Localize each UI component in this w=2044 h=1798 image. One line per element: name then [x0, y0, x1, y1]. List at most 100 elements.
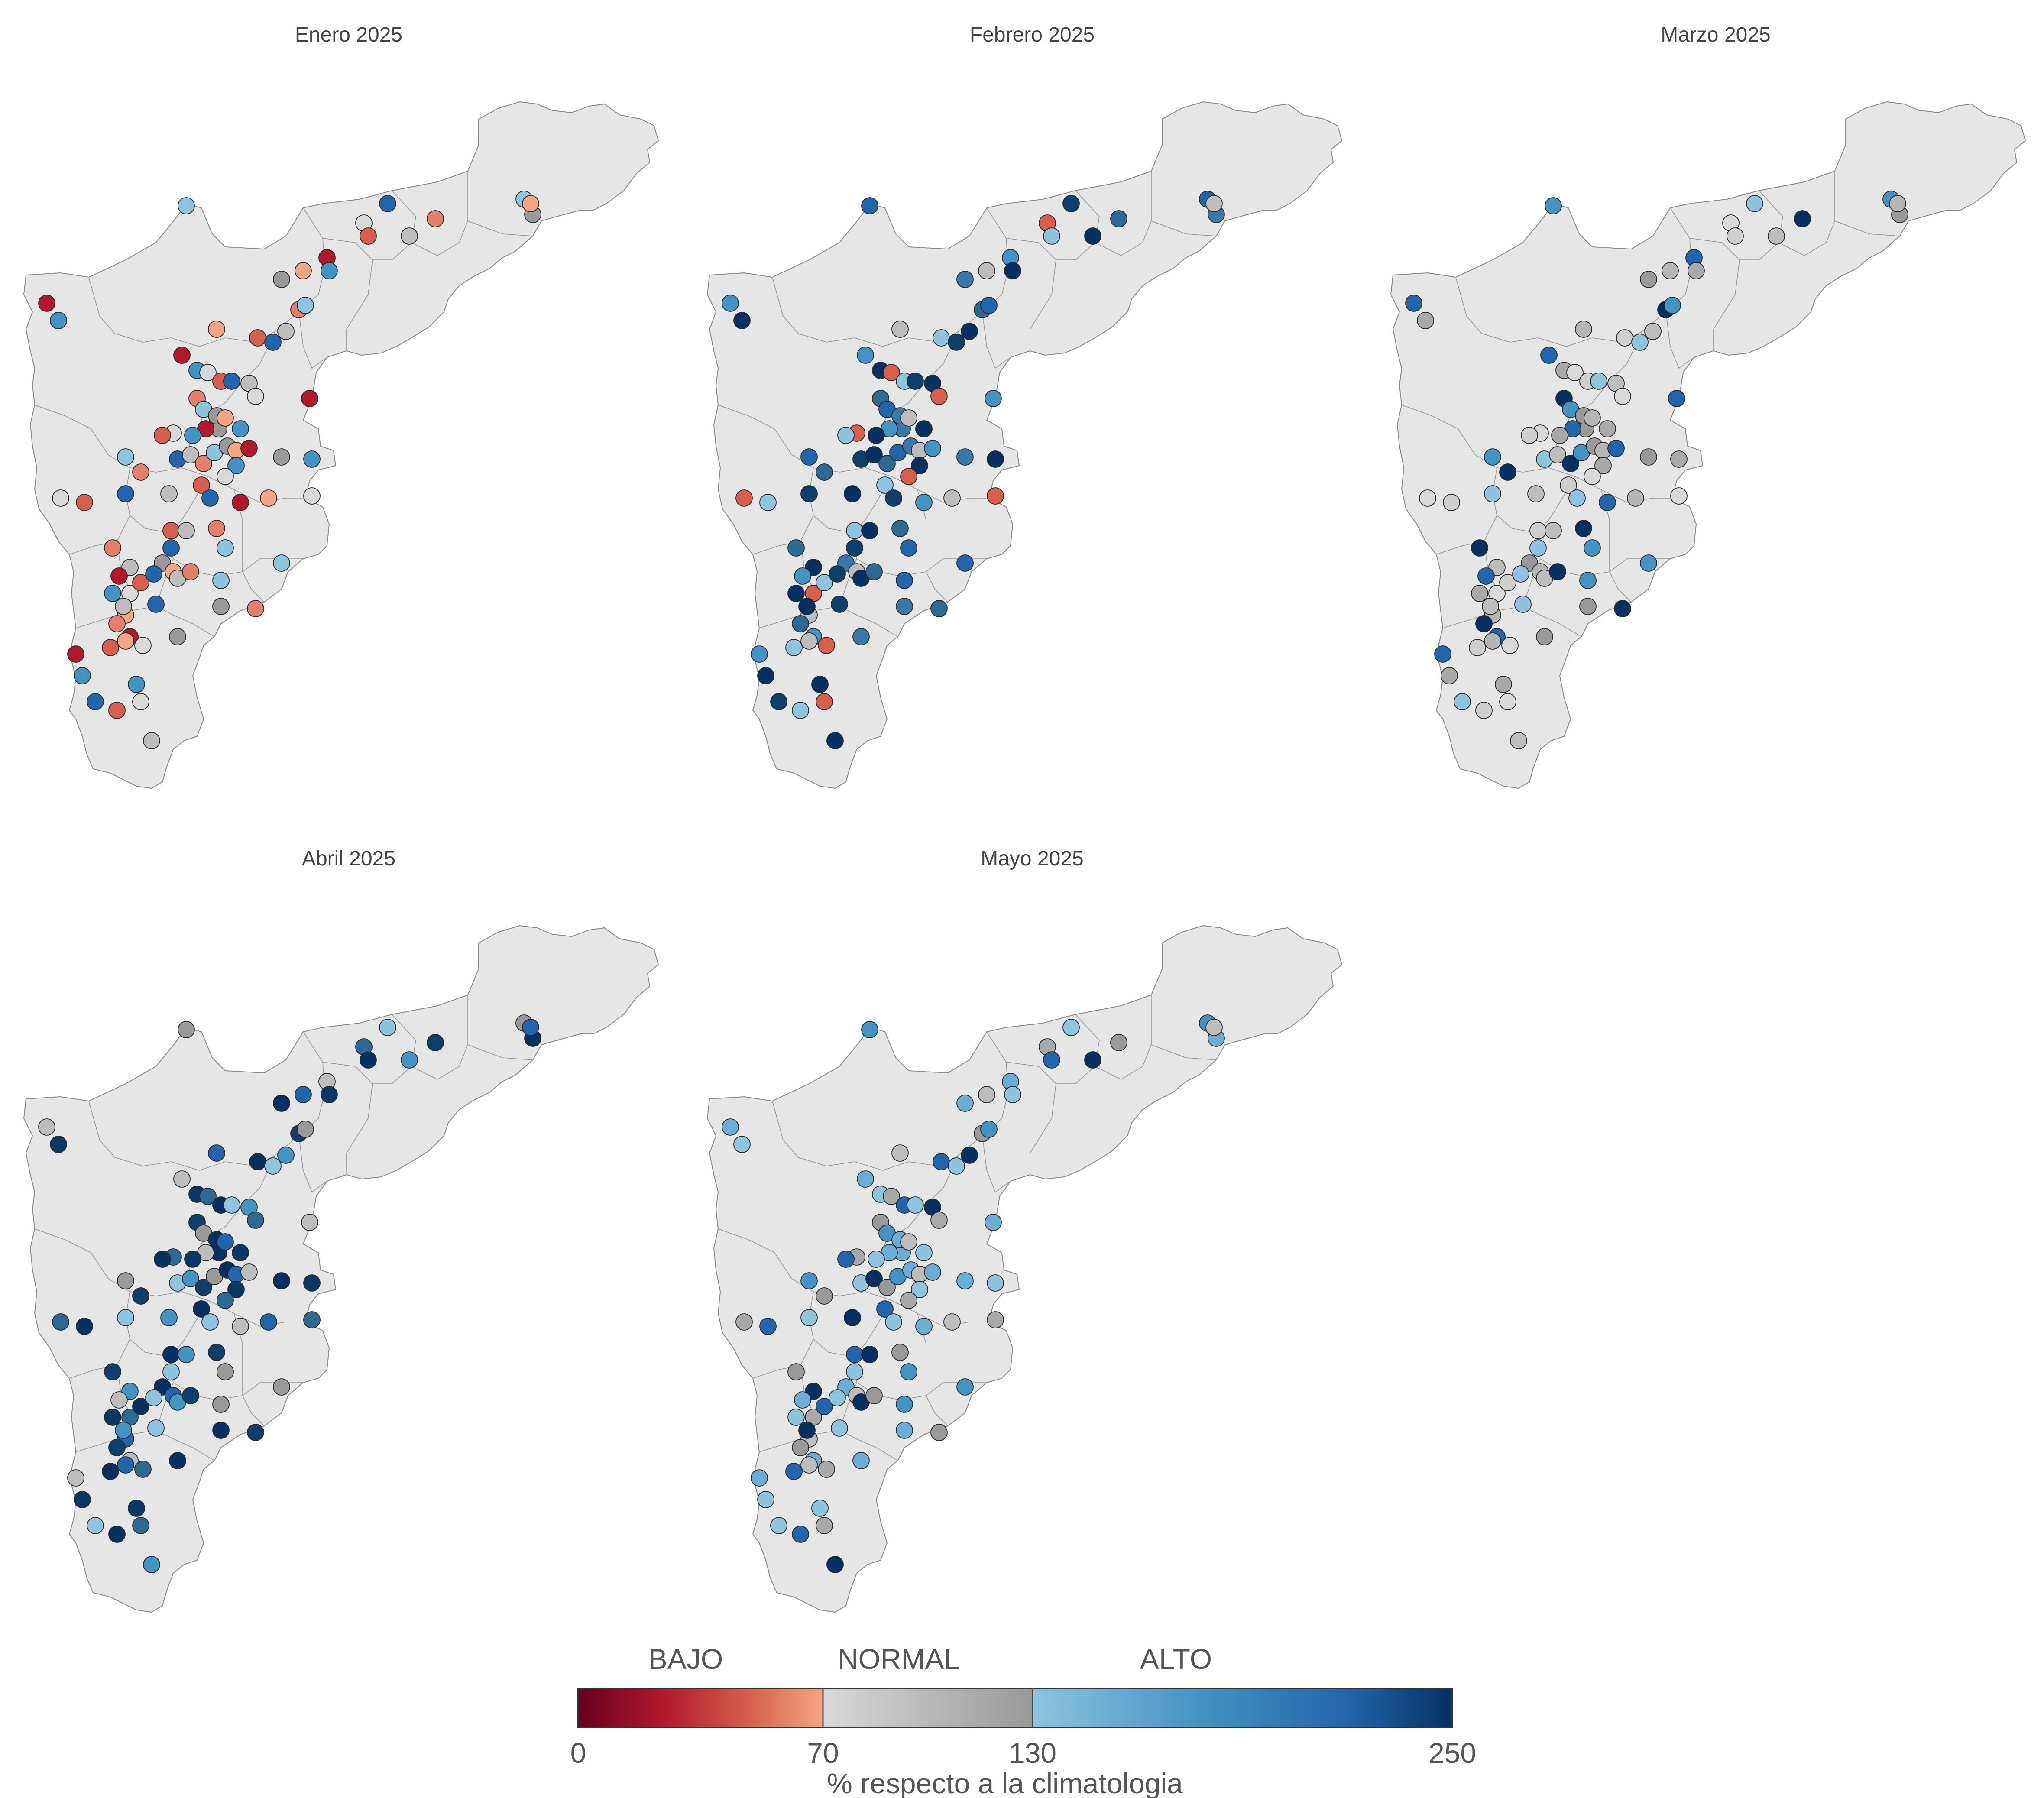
station-marker — [1644, 323, 1662, 340]
station-marker — [896, 598, 913, 615]
station-marker — [846, 1346, 863, 1363]
station-marker — [900, 409, 917, 427]
station-marker — [915, 494, 933, 511]
station-marker — [733, 1136, 751, 1153]
station-marker — [1640, 554, 1657, 572]
station-marker — [1662, 262, 1679, 279]
station-marker — [178, 197, 195, 214]
station-marker — [145, 1389, 162, 1406]
station-marker — [857, 347, 874, 364]
station-marker — [1536, 628, 1553, 645]
station-marker — [900, 468, 917, 485]
station-marker — [201, 489, 219, 507]
station-marker — [273, 1272, 290, 1289]
station-marker — [295, 262, 312, 279]
station-marker — [1768, 227, 1785, 245]
station-marker — [818, 637, 835, 654]
station-marker — [865, 1387, 883, 1404]
station-marker — [1417, 312, 1434, 329]
station-marker — [277, 1147, 295, 1164]
station-marker — [861, 197, 878, 214]
station-marker — [178, 522, 195, 539]
station-marker — [891, 520, 909, 537]
station-marker — [227, 457, 245, 474]
station-marker — [987, 1274, 1004, 1292]
station-marker — [792, 615, 809, 632]
station-marker — [74, 1491, 91, 1508]
station-marker — [162, 1346, 180, 1363]
station-marker — [1475, 615, 1493, 632]
station-marker — [759, 494, 777, 511]
station-marker — [232, 1244, 249, 1261]
station-marker — [1614, 600, 1631, 617]
station-marker — [217, 1363, 234, 1380]
station-marker — [846, 1363, 863, 1380]
station-marker — [273, 554, 290, 572]
station-marker — [321, 262, 338, 279]
station-marker — [733, 312, 751, 329]
station-marker — [985, 390, 1002, 407]
station-marker — [1469, 639, 1486, 656]
station-marker — [1579, 572, 1597, 589]
station-marker — [878, 1279, 896, 1296]
station-layer — [722, 191, 1225, 749]
station-marker — [154, 427, 171, 444]
station-marker — [800, 1456, 818, 1474]
station-marker — [1568, 489, 1586, 507]
map-panel-mayo — [707, 925, 1342, 1613]
station-marker — [800, 448, 818, 466]
station-marker — [132, 1517, 149, 1534]
station-marker — [1640, 271, 1657, 288]
station-marker — [117, 1456, 134, 1474]
station-marker — [787, 539, 805, 557]
station-marker — [178, 1346, 195, 1363]
station-marker — [1475, 702, 1493, 719]
station-marker — [212, 572, 230, 589]
station-marker — [208, 520, 225, 537]
station-marker — [1566, 364, 1584, 381]
station-marker — [182, 446, 199, 463]
station-marker — [102, 639, 119, 656]
station-marker — [1419, 489, 1436, 507]
station-marker — [247, 388, 264, 405]
station-marker — [794, 1391, 811, 1409]
station-marker — [961, 1147, 978, 1164]
station-marker — [303, 1311, 321, 1328]
station-marker — [735, 1313, 753, 1331]
station-marker — [1616, 329, 1633, 347]
station-marker — [199, 1188, 217, 1205]
station-marker — [217, 1292, 234, 1309]
station-marker — [852, 1452, 870, 1469]
legend-category-normal: NORMAL — [838, 1643, 960, 1675]
station-marker — [1575, 520, 1592, 537]
station-marker — [956, 271, 974, 288]
station-marker — [162, 539, 180, 557]
station-marker — [117, 1272, 134, 1289]
station-marker — [844, 1309, 861, 1326]
station-marker — [948, 1157, 965, 1175]
station-marker — [169, 628, 186, 645]
station-marker — [857, 1170, 874, 1188]
station-marker — [1441, 667, 1458, 684]
station-marker — [985, 1214, 1002, 1231]
station-marker — [800, 632, 818, 650]
station-marker — [883, 364, 900, 381]
station-marker — [1477, 567, 1495, 585]
station-marker — [193, 476, 210, 494]
station-marker — [1062, 1019, 1080, 1036]
station-marker — [1471, 585, 1488, 602]
station-marker — [861, 522, 878, 539]
station-marker — [757, 1491, 774, 1508]
station-marker — [297, 1121, 314, 1138]
station-marker — [930, 388, 948, 405]
station-marker — [108, 702, 126, 719]
map-panel-febrero — [707, 101, 1342, 789]
station-marker — [117, 1309, 134, 1326]
station-marker — [217, 409, 234, 427]
station-marker — [1614, 388, 1631, 405]
station-marker — [360, 1051, 377, 1069]
station-marker — [1484, 485, 1501, 502]
station-marker — [184, 427, 201, 444]
station-marker — [978, 262, 995, 279]
station-marker — [907, 373, 924, 390]
